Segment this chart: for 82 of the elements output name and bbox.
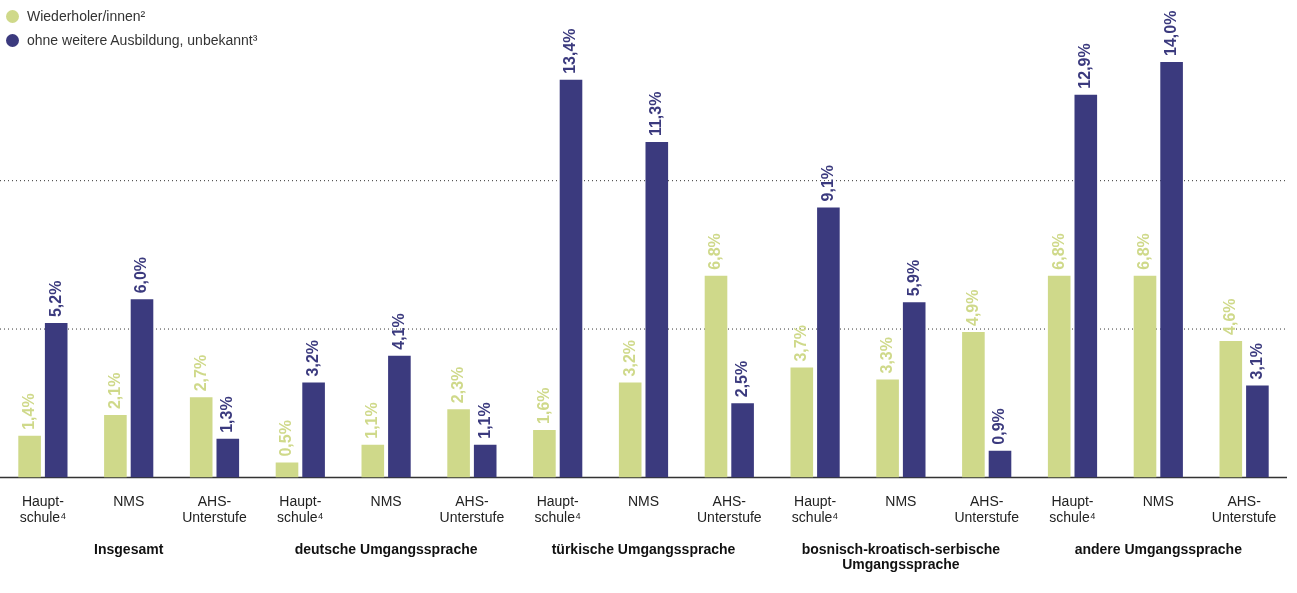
bar xyxy=(104,415,127,478)
data-label: 6,0% xyxy=(132,256,150,294)
data-label: 5,2% xyxy=(46,280,64,318)
x-tick-label: NMS xyxy=(1142,492,1174,509)
bar xyxy=(817,207,840,478)
x-tick-label: Haupt- schule⁴ xyxy=(19,492,67,526)
data-label: 1,6% xyxy=(534,387,552,424)
bar xyxy=(1133,275,1157,478)
data-label: 5,9% xyxy=(904,259,922,297)
data-label: 0,5% xyxy=(277,420,295,457)
data-label: 3,2% xyxy=(620,339,638,377)
bar xyxy=(1219,340,1243,478)
data-label: 1,4% xyxy=(20,393,38,430)
data-label: 2,7% xyxy=(191,354,209,392)
data-label: 6,8% xyxy=(1135,233,1153,270)
bar xyxy=(790,367,814,478)
bar xyxy=(361,444,385,478)
data-label: 6,8% xyxy=(1049,233,1067,270)
bar xyxy=(1246,385,1269,478)
bar xyxy=(1074,94,1098,478)
bar xyxy=(388,355,411,478)
bar xyxy=(1047,275,1071,478)
data-label: 13,4% xyxy=(561,28,579,74)
data-label: 11,3% xyxy=(647,91,665,137)
data-label: 12,9% xyxy=(1076,43,1094,89)
data-label: 1,1% xyxy=(475,402,493,439)
bar xyxy=(473,444,497,478)
data-label: 2,1% xyxy=(105,372,123,410)
data-label: 3,7% xyxy=(792,325,810,362)
text: Insgesamt xyxy=(94,541,164,558)
x-tick-label: AHS- Unterstufe xyxy=(1211,492,1277,526)
x-tick-label: AHS- Unterstufe xyxy=(697,492,762,526)
bar xyxy=(731,403,754,478)
text: deutsche Umgangssprache xyxy=(294,541,478,558)
data-label: 2,5% xyxy=(733,360,751,398)
data-label: 2,3% xyxy=(449,366,467,404)
x-tick-label: Haupt- schule⁴ xyxy=(277,492,324,526)
bar xyxy=(302,382,325,478)
data-label: 3,2% xyxy=(304,339,322,377)
data-label: 4,1% xyxy=(389,313,407,350)
x-tick-label: Haupt- schule⁴ xyxy=(791,492,839,526)
bar xyxy=(533,429,556,478)
bar xyxy=(645,142,669,478)
data-label: 1,1% xyxy=(363,402,381,439)
bar xyxy=(275,462,299,478)
bar xyxy=(189,397,213,478)
bar xyxy=(902,302,926,478)
data-label: 1,3% xyxy=(218,396,236,433)
bar xyxy=(704,275,728,478)
legend-label: ohne weitere Ausbildung, unbekannt³ xyxy=(27,32,258,48)
data-label: 4,9% xyxy=(963,289,981,327)
x-tick-label: AHS- Unterstufe xyxy=(954,492,1020,526)
legend-label: Wiederholer/innen² xyxy=(27,8,146,24)
text: türkische Umgangssprache xyxy=(551,541,736,558)
bar xyxy=(447,409,470,478)
data-label: 0,9% xyxy=(990,408,1008,445)
x-tick-label: AHS- Unterstufe xyxy=(182,492,247,526)
bar xyxy=(618,382,642,478)
data-label: 14,0% xyxy=(1162,10,1180,56)
bar xyxy=(1160,62,1183,478)
text: bosnisch-kroatisch-serbische Umgangssprache xyxy=(801,541,1001,573)
bar xyxy=(44,323,68,478)
text: andere Umgangssprache xyxy=(1074,541,1243,558)
bar xyxy=(988,450,1012,478)
bar xyxy=(18,435,41,478)
data-label: 3,3% xyxy=(878,337,896,374)
x-tick-label: NMS xyxy=(370,492,402,509)
data-label: 9,1% xyxy=(818,164,836,202)
data-label: 4,6% xyxy=(1221,298,1239,335)
x-tick-label: NMS xyxy=(113,492,145,509)
bar xyxy=(962,332,985,478)
data-label: 6,8% xyxy=(706,233,724,270)
x-tick-label: NMS xyxy=(627,492,660,509)
data-label: 3,1% xyxy=(1247,342,1265,380)
x-tick-label: NMS xyxy=(885,492,917,509)
bar xyxy=(216,438,240,478)
bar xyxy=(559,79,583,478)
x-tick-label: AHS- Unterstufe xyxy=(439,492,505,526)
bar xyxy=(876,379,899,478)
bar xyxy=(130,299,154,478)
x-tick-label: Haupt- schule⁴ xyxy=(534,492,581,526)
x-tick-label: Haupt- schule⁴ xyxy=(1049,492,1096,526)
